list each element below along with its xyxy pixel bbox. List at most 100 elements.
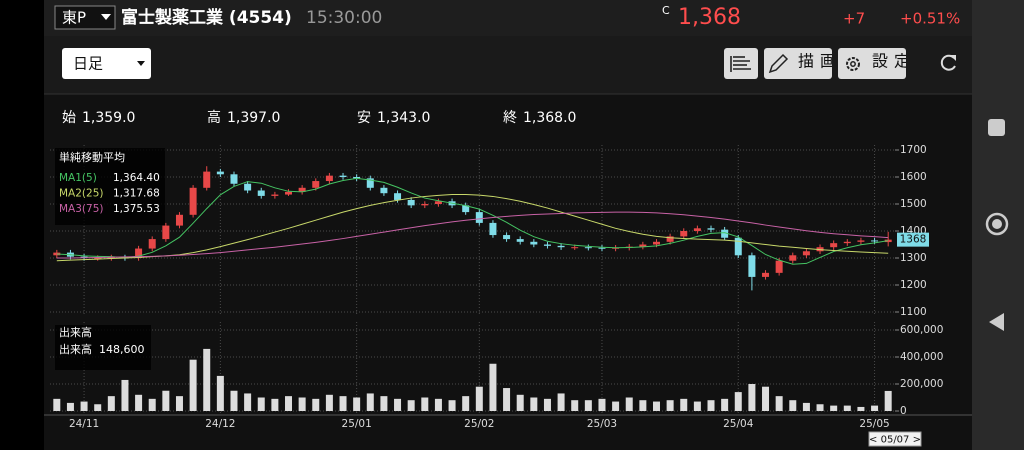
candle-body (789, 255, 797, 261)
volume-bar (612, 401, 620, 411)
summary-value: 1,359.0 (82, 110, 135, 126)
summary-value: 1,397.0 (227, 110, 280, 126)
draw-label: 描画 (798, 52, 842, 71)
candle-body (721, 229, 729, 238)
candle-body (434, 201, 442, 204)
volume-bar (339, 396, 347, 411)
refresh-button[interactable] (940, 54, 956, 71)
button-bg (764, 48, 832, 79)
volume-bar (857, 406, 865, 411)
volume-bar (325, 394, 333, 411)
y-tick-label: 400,000 (900, 351, 943, 363)
volume-bar (802, 402, 810, 411)
candle-body (462, 205, 470, 213)
summary-value: 1,368.0 (523, 110, 576, 126)
candle-body (680, 231, 688, 237)
candle-body (203, 171, 211, 188)
legend-value: 1,364.40 (113, 172, 160, 184)
volume-bar (693, 401, 701, 411)
header-bar (44, 0, 972, 36)
candle-body (489, 222, 497, 236)
market: 東P (62, 9, 86, 27)
dropdown-arrow (101, 14, 111, 20)
volume-bar (148, 398, 156, 411)
volume-bar (489, 363, 497, 411)
volume-bar (652, 401, 660, 411)
volume-bar (584, 400, 592, 411)
candle-body (353, 177, 361, 179)
candle-body (189, 187, 197, 215)
volume-bar (271, 398, 279, 411)
market-selector[interactable] (54, 5, 116, 30)
home-button[interactable] (985, 212, 1009, 236)
back-button[interactable] (989, 313, 1004, 331)
candle-body (135, 248, 143, 258)
volume-bar (80, 401, 88, 411)
change-pct: +0.51% (900, 10, 960, 28)
legend-value: 1,375.53 (113, 203, 160, 215)
candle-body (516, 239, 524, 242)
candle-body (557, 245, 565, 248)
legend-name: MA2(25) (59, 188, 103, 200)
volume-bar (66, 402, 74, 411)
legend-box (55, 325, 151, 370)
refresh-arrow (950, 55, 956, 61)
period-selector[interactable] (62, 48, 151, 79)
volume-bar (189, 359, 197, 411)
volume-bar (557, 393, 565, 411)
volume-bar (748, 384, 756, 411)
volume-bar (175, 396, 183, 411)
volume-bar (884, 390, 892, 411)
candle-body (339, 175, 347, 177)
candle-body (503, 235, 511, 240)
draw-button[interactable]: 描画 (764, 48, 842, 79)
candle-body (530, 241, 538, 245)
cursor-label: < 05/07 > (869, 435, 921, 446)
volume-bar (230, 390, 238, 411)
volume-bar (830, 405, 838, 411)
gear-icon-center (850, 61, 856, 67)
volume-bar (462, 396, 470, 411)
candle-body (652, 241, 660, 245)
summary-label: 安 (357, 110, 371, 126)
candle-body (312, 181, 320, 188)
volume-bar (216, 375, 224, 411)
y-tick-label: 200,000 (900, 378, 943, 390)
candle-body (94, 258, 102, 259)
volume-bar (475, 386, 483, 411)
x-tick-label: 25/05 (859, 418, 889, 430)
y-tick-label: 1700 (900, 144, 927, 156)
recent-apps-button[interactable] (988, 119, 1005, 136)
volume-bar (503, 388, 511, 411)
legend-title: 単純移動平均 (59, 150, 125, 164)
candle-body (843, 241, 851, 244)
volume-bar (543, 398, 551, 411)
period: 日足 (73, 55, 103, 73)
settings-label: 設定 (872, 52, 916, 71)
candle-body (475, 212, 483, 223)
summary-label: 終 (503, 110, 517, 126)
y-tick-label: 600,000 (900, 324, 943, 336)
volume-title: 出来高 (59, 325, 92, 339)
volume-bar (312, 398, 320, 411)
candle-body (707, 228, 715, 230)
indicator-button[interactable] (724, 48, 758, 79)
y-tick-label: 1600 (900, 171, 927, 183)
candle-body (598, 247, 606, 249)
volume-bar (380, 396, 388, 411)
y-tick-label: 1500 (900, 198, 927, 210)
legend-label: 出来高 (59, 342, 92, 356)
settings-button[interactable]: 設定 (838, 48, 916, 79)
candle-body (325, 175, 333, 182)
last-price-tag (897, 232, 929, 247)
candle-body (584, 247, 592, 249)
candle-body (693, 228, 701, 231)
home-dot (992, 219, 1002, 229)
volume-bar (843, 405, 851, 411)
ma-line (56, 177, 889, 265)
volume-bar (762, 386, 770, 411)
pencil-icon (768, 53, 789, 74)
time: 15:30:00 (306, 8, 382, 28)
candle-body (639, 244, 647, 247)
